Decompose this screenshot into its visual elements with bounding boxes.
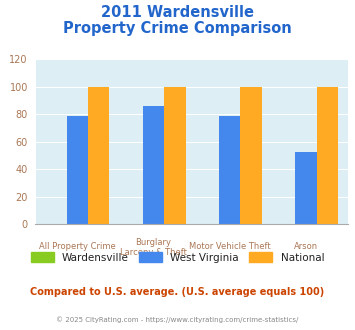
Legend: Wardensville, West Virginia, National: Wardensville, West Virginia, National [27,248,328,267]
Text: Motor Vehicle Theft: Motor Vehicle Theft [189,242,271,251]
Text: © 2025 CityRating.com - https://www.cityrating.com/crime-statistics/: © 2025 CityRating.com - https://www.city… [56,317,299,323]
Bar [219,116,240,224]
Bar [317,87,338,224]
Text: Burglary: Burglary [136,238,171,247]
Bar [67,116,88,224]
Bar [240,87,262,224]
Text: Compared to U.S. average. (U.S. average equals 100): Compared to U.S. average. (U.S. average … [31,287,324,297]
Text: 2011 Wardensville: 2011 Wardensville [101,5,254,20]
Text: All Property Crime: All Property Crime [39,242,116,251]
Bar [143,106,164,224]
Text: Arson: Arson [294,242,318,251]
Bar [295,151,317,224]
Bar [164,87,186,224]
Text: Larceny & Theft: Larceny & Theft [120,248,187,257]
Bar [88,87,109,224]
Text: Property Crime Comparison: Property Crime Comparison [63,21,292,36]
